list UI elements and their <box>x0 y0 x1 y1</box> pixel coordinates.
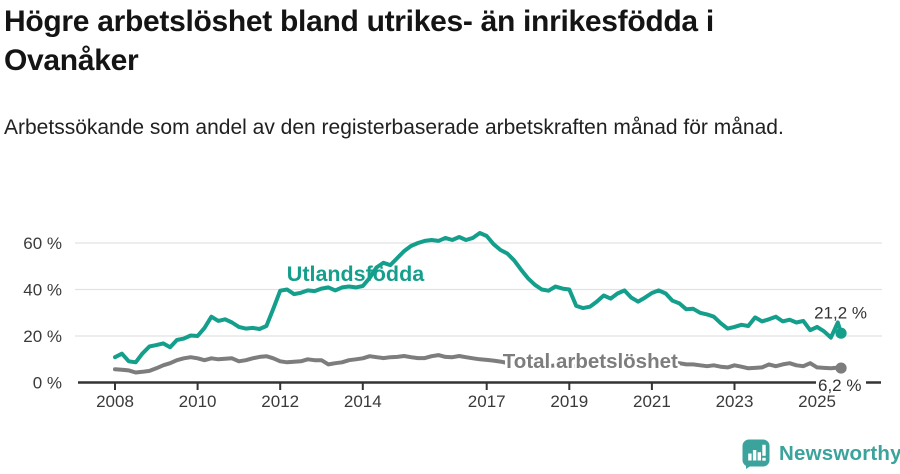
line-chart: 0 % 20 % 40 % 60 % 2008 2010 2012 2014 2017 2019 2… <box>23 231 882 411</box>
utlandsfodda-end-dot <box>835 327 847 339</box>
total-line <box>113 353 844 375</box>
x-tick-label: 2025 <box>798 392 836 411</box>
x-tick-label: 2021 <box>633 392 671 411</box>
x-tick-label: 2008 <box>96 392 134 411</box>
y-tick-label: 20 % <box>23 327 62 346</box>
end-label-bg <box>816 374 866 393</box>
brand-name: Newsworthy <box>779 442 900 465</box>
x-tick-label: 2010 <box>179 392 217 411</box>
x-tick-label: 2012 <box>261 392 299 411</box>
y-tick-label: 60 % <box>23 234 62 253</box>
chart-title: Högre arbetslöshet bland utrikes- än inr… <box>4 5 714 77</box>
newsworthy-logo-icon <box>742 439 770 469</box>
utlandsfodda-label: Utlandsfödda <box>287 262 425 286</box>
total-end-value: 6,2 % <box>818 376 861 395</box>
y-tick-label: 0 % <box>33 374 62 393</box>
chart-subtitle: Arbetssökande som andel av den registerb… <box>4 116 784 139</box>
brand-footer: Newsworthy <box>742 439 900 469</box>
x-tick-label: 2014 <box>344 392 382 411</box>
total-end-dot <box>835 362 847 374</box>
x-tick-label: 2023 <box>716 392 754 411</box>
utlandsfodda-line <box>113 231 844 365</box>
x-tick-label: 2019 <box>550 392 588 411</box>
total-label: Total arbetslöshet <box>503 350 678 373</box>
utlandsfodda-end-value: 21,2 % <box>814 304 867 323</box>
y-tick-label: 40 % <box>23 281 62 300</box>
x-tick-label: 2017 <box>468 392 506 411</box>
